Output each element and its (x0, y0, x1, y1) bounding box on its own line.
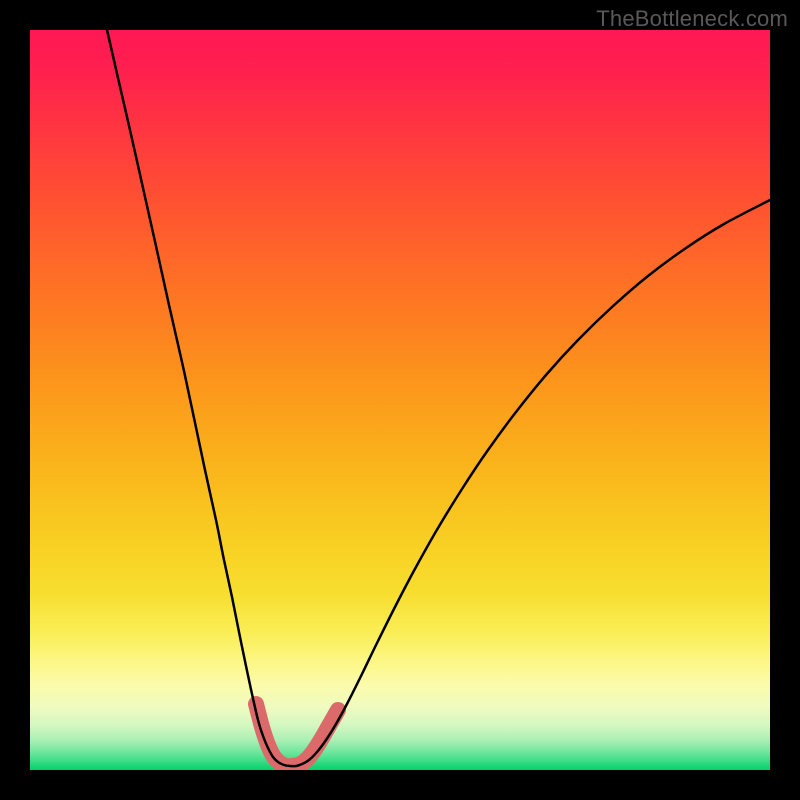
plot-svg (30, 30, 770, 770)
watermark-text: TheBottleneck.com (596, 6, 788, 32)
chart-frame: TheBottleneck.com (0, 0, 800, 800)
curve-highlight (256, 704, 338, 766)
plot-area (30, 30, 770, 770)
bottleneck-curve (107, 30, 770, 766)
